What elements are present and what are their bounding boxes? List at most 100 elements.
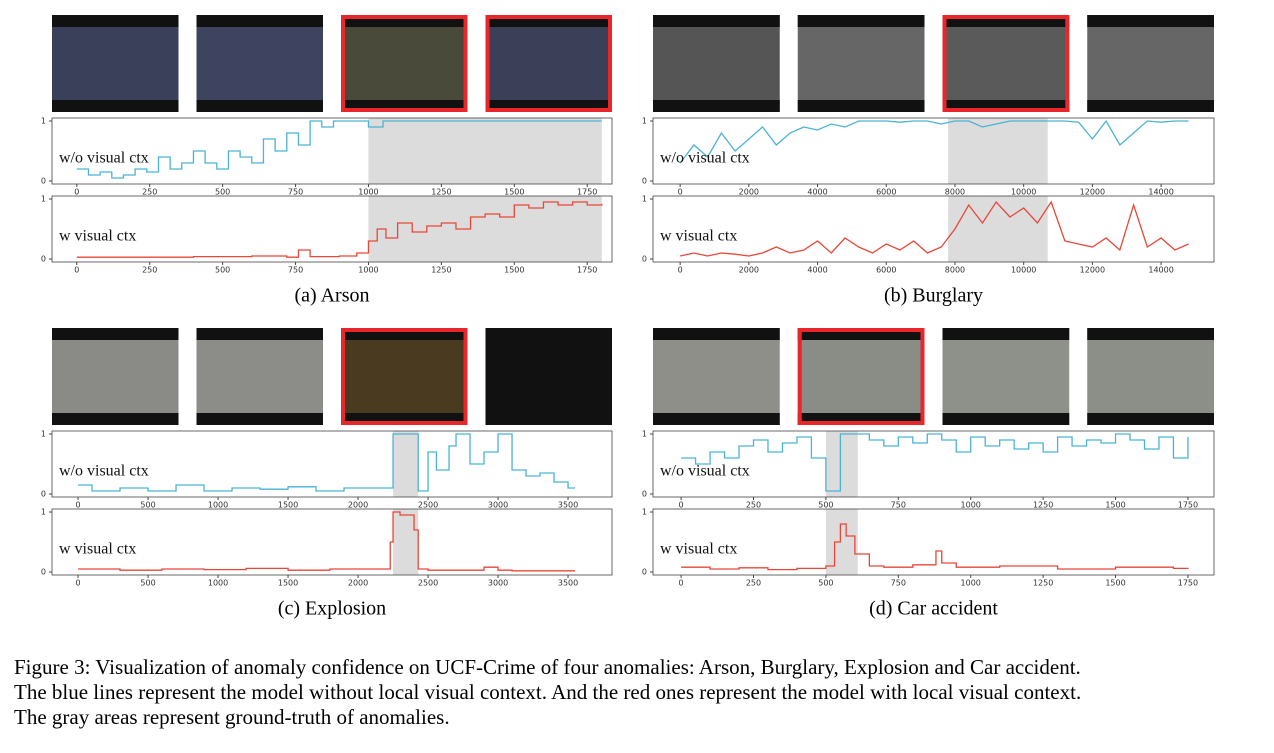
thumbnail [52,15,179,112]
y-tick-label: 0 [642,490,647,499]
x-tick-label: 750 [288,266,303,275]
figure-caption: Figure 3: Visualization of anomaly confi… [14,655,1081,679]
y-tick-label: 0 [41,490,46,499]
panel-caption: (c) Explosion [278,598,386,620]
x-tick-label: 1000 [961,579,981,588]
x-tick-label: 12000 [1080,266,1105,275]
x-tick-label: 1250 [1033,579,1053,588]
confidence-line [76,120,602,179]
chart-label: w visual ctx [59,228,136,245]
x-tick-label: 250 [142,188,157,197]
x-tick-label: 3500 [558,579,578,588]
y-tick-label: 1 [41,430,46,439]
x-tick-label: 0 [679,501,684,510]
x-tick-label: 1250 [431,188,451,197]
chart-label: w/o visual ctx [59,150,149,167]
thumbnail-bar [653,15,780,27]
plot-frame [652,508,1215,576]
thumbnail [485,328,612,425]
x-tick-label: 1000 [961,501,981,510]
x-tick-label: 2500 [418,579,438,588]
figure-caption: The blue lines represent the model witho… [14,680,1081,704]
highlight-frame [341,328,468,425]
plot-frame [51,430,613,498]
x-tick-label: 0 [74,266,79,275]
thumbnail-bar [1087,328,1214,340]
x-tick-label: 750 [288,188,303,197]
y-tick-label: 1 [642,508,647,517]
y-tick-label: 0 [41,177,46,186]
chart-label: w visual ctx [660,541,737,558]
confidence-line [78,433,576,492]
x-tick-label: 10000 [1011,188,1036,197]
thumbnail [653,15,780,112]
x-tick-label: 1250 [1033,501,1053,510]
x-tick-label: 6000 [876,188,896,197]
confidence-line [78,511,576,572]
x-tick-label: 250 [746,579,761,588]
x-tick-label: 2500 [418,501,438,510]
y-tick-label: 1 [642,117,647,126]
anomaly-span [368,118,602,184]
panel-caption: (a) Arson [295,285,370,307]
x-tick-label: 500 [140,501,155,510]
highlight-frame [485,15,612,112]
x-tick-label: 0 [679,579,684,588]
thumbnail-bar [52,328,179,340]
thumbnail-bar [797,15,925,27]
plot-frame [51,195,613,263]
anomaly-span [825,431,858,497]
y-tick-label: 0 [642,177,647,186]
y-tick-label: 1 [41,195,46,204]
anomaly-span [825,509,858,575]
anomaly-span [393,431,419,497]
x-tick-label: 3500 [558,501,578,510]
chart-label: w visual ctx [660,228,737,245]
x-tick-label: 8000 [945,188,965,197]
thumbnail-bar [485,328,612,340]
thumbnail-bar [485,413,612,425]
thumbnail [797,15,925,112]
x-tick-label: 500 [215,188,230,197]
chart-label: w visual ctx [59,541,136,558]
x-tick-label: 0 [75,501,80,510]
x-tick-label: 0 [678,188,683,197]
x-tick-label: 3000 [488,579,508,588]
panel-caption: (d) Car accident [869,598,998,620]
highlight-frame [341,15,468,112]
x-tick-label: 250 [746,501,761,510]
y-tick-label: 0 [642,568,647,577]
x-tick-label: 8000 [945,266,965,275]
thumbnail-bar [1087,15,1214,27]
confidence-line [681,433,1189,492]
thumbnail [942,328,1070,425]
thumbnail [797,328,925,425]
thumbnail-bar [52,100,179,112]
x-tick-label: 1750 [577,266,597,275]
y-tick-label: 1 [41,508,46,517]
x-tick-label: 750 [891,579,906,588]
y-tick-label: 1 [41,117,46,126]
y-tick-label: 0 [41,568,46,577]
confidence-line [680,200,1189,257]
x-tick-label: 1250 [431,266,451,275]
x-tick-label: 14000 [1148,188,1173,197]
chart-label: w/o visual ctx [660,150,750,167]
thumbnail-bar [196,15,323,27]
x-tick-label: 1500 [278,579,298,588]
x-tick-label: 1750 [1178,579,1198,588]
thumbnail-bar [653,328,780,340]
thumbnail [1087,328,1214,425]
x-tick-label: 2000 [348,579,368,588]
x-tick-label: 500 [818,579,833,588]
thumbnail [341,15,468,112]
thumbnail-bar [653,100,780,112]
thumbnail-bar [196,413,323,425]
thumbnail [942,15,1070,112]
x-tick-label: 1000 [358,188,378,197]
x-tick-label: 1750 [577,188,597,197]
y-tick-label: 1 [642,430,647,439]
y-tick-label: 1 [642,195,647,204]
x-tick-label: 250 [142,266,157,275]
